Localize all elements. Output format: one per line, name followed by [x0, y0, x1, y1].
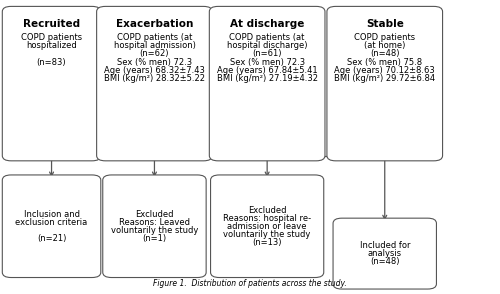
- Text: Exacerbation: Exacerbation: [116, 19, 193, 29]
- Text: COPD patients: COPD patients: [354, 33, 416, 42]
- Text: exclusion criteria: exclusion criteria: [16, 218, 88, 227]
- Text: Inclusion and: Inclusion and: [24, 210, 80, 219]
- Text: Excluded: Excluded: [248, 206, 286, 215]
- FancyBboxPatch shape: [210, 6, 325, 161]
- Text: (n=62): (n=62): [140, 49, 169, 59]
- Text: (n=48): (n=48): [370, 49, 400, 59]
- Text: hospital discharge): hospital discharge): [227, 41, 308, 50]
- Text: analysis: analysis: [368, 249, 402, 258]
- Text: Age (years) 67.84±5.41: Age (years) 67.84±5.41: [217, 66, 318, 75]
- Text: Figure 1.  Distribution of patients across the study.: Figure 1. Distribution of patients acros…: [153, 279, 347, 288]
- Text: At discharge: At discharge: [230, 19, 304, 29]
- Text: admission or leave: admission or leave: [228, 222, 307, 231]
- Text: COPD patients (at: COPD patients (at: [230, 33, 305, 42]
- Text: Age (years) 68.32±7.43: Age (years) 68.32±7.43: [104, 66, 205, 75]
- Text: Sex (% men) 75.8: Sex (% men) 75.8: [347, 58, 422, 66]
- FancyBboxPatch shape: [96, 6, 212, 161]
- Text: BMI (kg/m²) 27.19±4.32: BMI (kg/m²) 27.19±4.32: [216, 74, 318, 83]
- Text: hospital admission): hospital admission): [114, 41, 196, 50]
- FancyBboxPatch shape: [333, 218, 436, 289]
- Text: (n=13): (n=13): [252, 238, 282, 247]
- Text: COPD patients (at: COPD patients (at: [117, 33, 192, 42]
- Text: hospitalized: hospitalized: [26, 41, 77, 50]
- Text: Sex (% men) 72.3: Sex (% men) 72.3: [230, 58, 304, 66]
- Text: (n=48): (n=48): [370, 257, 400, 266]
- Text: (n=1): (n=1): [142, 234, 167, 243]
- Text: Recruited: Recruited: [23, 19, 80, 29]
- FancyBboxPatch shape: [210, 175, 324, 278]
- Text: (n=21): (n=21): [37, 234, 66, 243]
- Text: Reasons: Leaved: Reasons: Leaved: [119, 218, 190, 227]
- Text: Age (years) 70.12±8.63: Age (years) 70.12±8.63: [334, 66, 435, 75]
- FancyBboxPatch shape: [327, 6, 442, 161]
- Text: Sex (% men) 72.3: Sex (% men) 72.3: [117, 58, 192, 66]
- Text: (n=83): (n=83): [36, 58, 66, 66]
- Text: (n=61): (n=61): [252, 49, 282, 59]
- Text: BMI (kg/m²) 29.72±6.84: BMI (kg/m²) 29.72±6.84: [334, 74, 436, 83]
- Text: voluntarily the study: voluntarily the study: [224, 230, 311, 239]
- Text: COPD patients: COPD patients: [21, 33, 82, 42]
- Text: Reasons: hospital re-: Reasons: hospital re-: [223, 214, 311, 223]
- Text: Excluded: Excluded: [135, 210, 173, 219]
- FancyBboxPatch shape: [2, 175, 101, 278]
- Text: Included for: Included for: [360, 241, 410, 250]
- Text: (at home): (at home): [364, 41, 406, 50]
- Text: voluntarily the study: voluntarily the study: [111, 226, 198, 235]
- Text: BMI (kg/m²) 28.32±5.22: BMI (kg/m²) 28.32±5.22: [104, 74, 205, 83]
- Text: Stable: Stable: [366, 19, 404, 29]
- FancyBboxPatch shape: [2, 6, 101, 161]
- FancyBboxPatch shape: [103, 175, 206, 278]
